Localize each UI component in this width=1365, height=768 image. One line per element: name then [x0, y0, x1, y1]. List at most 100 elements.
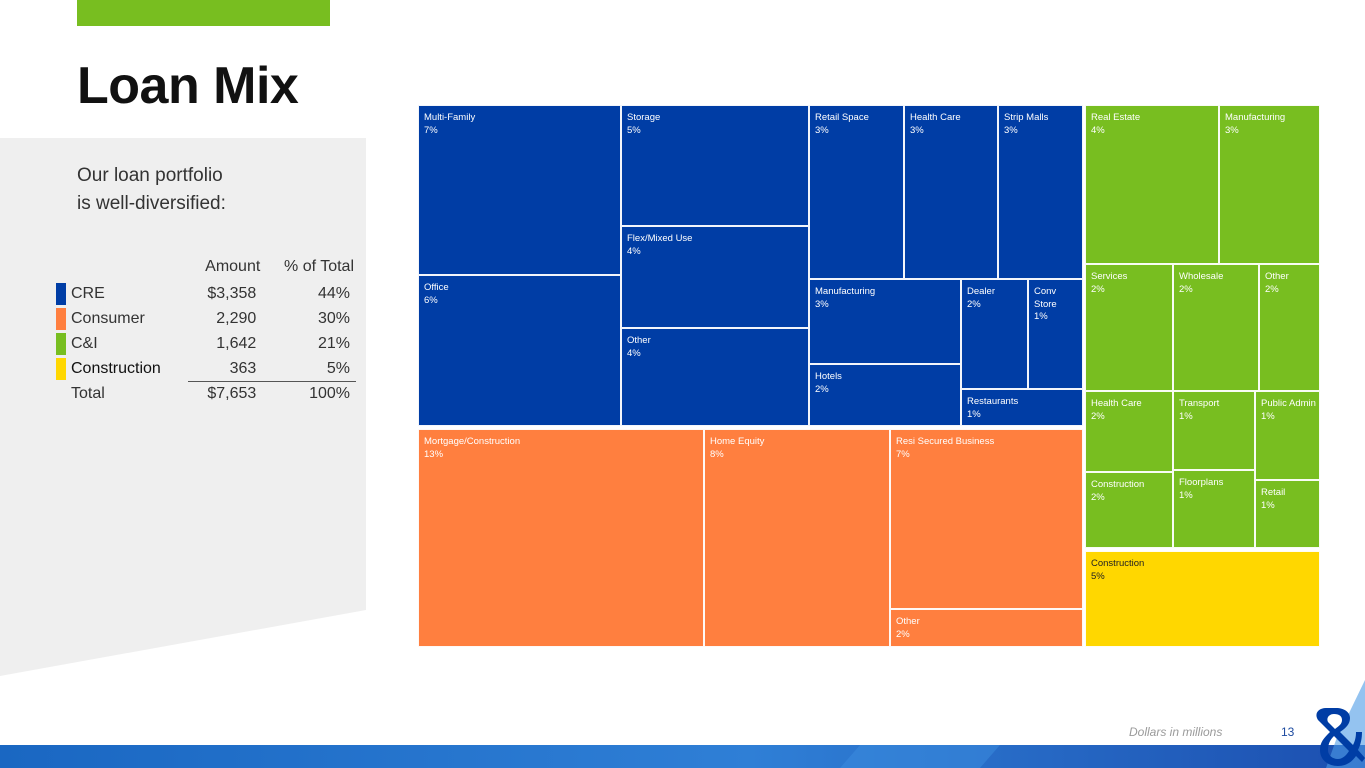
treemap-tile-cre-other: Other 4%: [621, 328, 809, 426]
tile-pct: 2%: [1091, 491, 1105, 503]
tile-name: Flex/Mixed Use: [627, 233, 693, 244]
tile-pct: 1%: [1179, 410, 1193, 422]
tile-pct: 3%: [1225, 124, 1239, 136]
tile-pct: 3%: [910, 124, 924, 136]
treemap-tile-label: Conv Store 1%: [1034, 286, 1081, 324]
tile-pct: 7%: [424, 124, 438, 136]
consumer-swatch: [56, 307, 66, 330]
treemap-tile-c-i-other: Other 2%: [1259, 264, 1320, 391]
tile-pct: 4%: [1091, 124, 1105, 136]
row-amount: $3,358: [207, 284, 257, 302]
row-amount: 1,642: [216, 334, 257, 352]
intro-text: Our loan portfolio is well-diversified:: [77, 162, 277, 218]
tile-pct: 2%: [896, 628, 910, 640]
loan-mix-treemap: Multi-Family 7% Office 6% Storage 5% Flex/Mixe…: [418, 105, 1320, 647]
tile-pct: 5%: [627, 124, 641, 136]
treemap-tile-consumer-home-equity: Home Equity 8%: [704, 429, 890, 647]
tile-name: Restaurants: [967, 396, 1019, 407]
treemap-tile-cre-storage: Storage 5%: [621, 105, 809, 226]
treemap-tile-cre-restaurants: Restaurants 1%: [961, 389, 1083, 426]
tile-name: Manufacturing: [815, 286, 876, 297]
bottom-banner: [0, 745, 1365, 768]
tile-pct: 7%: [896, 448, 910, 460]
treemap-tile-cre-hotels: Hotels 2%: [809, 364, 961, 426]
treemap-tile-label: Floorplans 1%: [1179, 477, 1223, 502]
row-label: CRE: [71, 284, 105, 302]
tile-pct: 2%: [1091, 410, 1105, 422]
treemap-tile-label: Retail 1%: [1261, 487, 1285, 512]
treemap-tile-label: Manufacturing 3%: [815, 286, 875, 311]
treemap-tile-label: Flex/Mixed Use 4%: [627, 233, 692, 258]
treemap-tile-c-i-construction: Construction 2%: [1085, 472, 1173, 548]
treemap-tile-label: Storage 5%: [627, 112, 660, 137]
tile-name: Health Care: [1091, 398, 1142, 409]
treemap-tile-construction-construction: Construction 5%: [1085, 551, 1320, 647]
tile-name: Retail Space: [815, 112, 869, 123]
treemap-tile-label: Retail Space 3%: [815, 112, 869, 137]
tile-name: Multi-Family: [424, 112, 476, 123]
tile-pct: 2%: [1179, 283, 1193, 295]
tile-pct: 1%: [1034, 311, 1048, 322]
tile-name: Floorplans: [1179, 477, 1224, 488]
row-label: C&I: [71, 334, 98, 352]
intro-line-2: is well-diversified:: [77, 193, 226, 214]
treemap-tile-c-i-retail: Retail 1%: [1255, 480, 1320, 548]
tile-pct: 2%: [967, 298, 981, 310]
tile-name: Other: [1265, 271, 1289, 282]
pct-header: % of Total: [284, 258, 354, 275]
treemap-tile-c-i-real-estate: Real Estate 4%: [1085, 105, 1219, 264]
treemap-tile-cre-multi-family: Multi-Family 7%: [418, 105, 621, 275]
row-amount: 363: [187, 356, 263, 382]
treemap-tile-cre-health-care: Health Care 3%: [904, 105, 998, 279]
tile-name: Other: [627, 335, 651, 346]
treemap-tile-consumer-mortgage-construction: Mortgage/Construction 13%: [418, 429, 704, 647]
treemap-tile-c-i-public-admin: Public Admin 1%: [1255, 391, 1320, 480]
row-amount: 2,290: [216, 309, 257, 327]
treemap-tile-label: Transport 1%: [1179, 398, 1219, 423]
treemap-tile-consumer-resi-secured-business: Resi Secured Business 7%: [890, 429, 1083, 609]
construction-swatch: [56, 357, 66, 380]
amount-header: Amount: [205, 258, 261, 275]
tile-pct: 3%: [815, 298, 829, 310]
treemap-tile-cre-conv-store: Conv Store 1%: [1028, 279, 1083, 389]
tile-pct: 4%: [627, 347, 641, 359]
tile-name: Retail: [1261, 487, 1286, 498]
page-number: 13: [1281, 725, 1295, 739]
total-label: Total: [71, 384, 105, 402]
treemap-tile-cre-office: Office 6%: [418, 275, 621, 426]
intro-line-1: Our loan portfolio: [77, 165, 223, 186]
tile-pct: 3%: [815, 124, 829, 136]
summary-row-ci: C&I 1,642 21%: [56, 331, 356, 356]
row-pct: 21%: [317, 334, 350, 352]
treemap-tile-label: Health Care 3%: [910, 112, 961, 137]
tile-name: Conv Store: [1034, 286, 1057, 310]
total-pct: 100%: [309, 385, 350, 402]
summary-row-cre: CRE $3,358 44%: [56, 281, 356, 306]
treemap-tile-cre-strip-malls: Strip Malls 3%: [998, 105, 1083, 279]
summary-total-row: Total $7,653 100%: [56, 382, 356, 407]
row-pct: 30%: [317, 309, 350, 327]
row-label: Construction: [71, 359, 161, 377]
row-pct: 44%: [317, 284, 350, 302]
tile-name: Storage: [627, 112, 661, 123]
treemap-tile-label: Other 4%: [627, 335, 651, 360]
treemap-tile-label: Other 2%: [1265, 271, 1289, 296]
tile-name: Real Estate: [1091, 112, 1141, 123]
treemap-tile-label: Restaurants 1%: [967, 396, 1018, 421]
treemap-tile-label: Services 2%: [1091, 271, 1127, 296]
page-title: Loan Mix: [77, 57, 299, 115]
tile-pct: 2%: [815, 383, 829, 395]
tile-name: Construction: [1091, 479, 1145, 490]
tile-pct: 1%: [967, 408, 981, 420]
row-pct: 5%: [262, 356, 356, 382]
treemap-tile-cre-dealer: Dealer 2%: [961, 279, 1028, 389]
tile-name: Wholesale: [1179, 271, 1224, 282]
summary-row-construction: Construction 363 5%: [56, 356, 356, 382]
treemap-tile-cre-manufacturing: Manufacturing 3%: [809, 279, 961, 364]
treemap-tile-label: Strip Malls 3%: [1004, 112, 1048, 137]
tile-pct: 13%: [424, 448, 444, 460]
treemap-tile-c-i-floorplans: Floorplans 1%: [1173, 470, 1255, 548]
treemap-tile-cre-retail-space: Retail Space 3%: [809, 105, 904, 279]
treemap-tile-c-i-services: Services 2%: [1085, 264, 1173, 391]
